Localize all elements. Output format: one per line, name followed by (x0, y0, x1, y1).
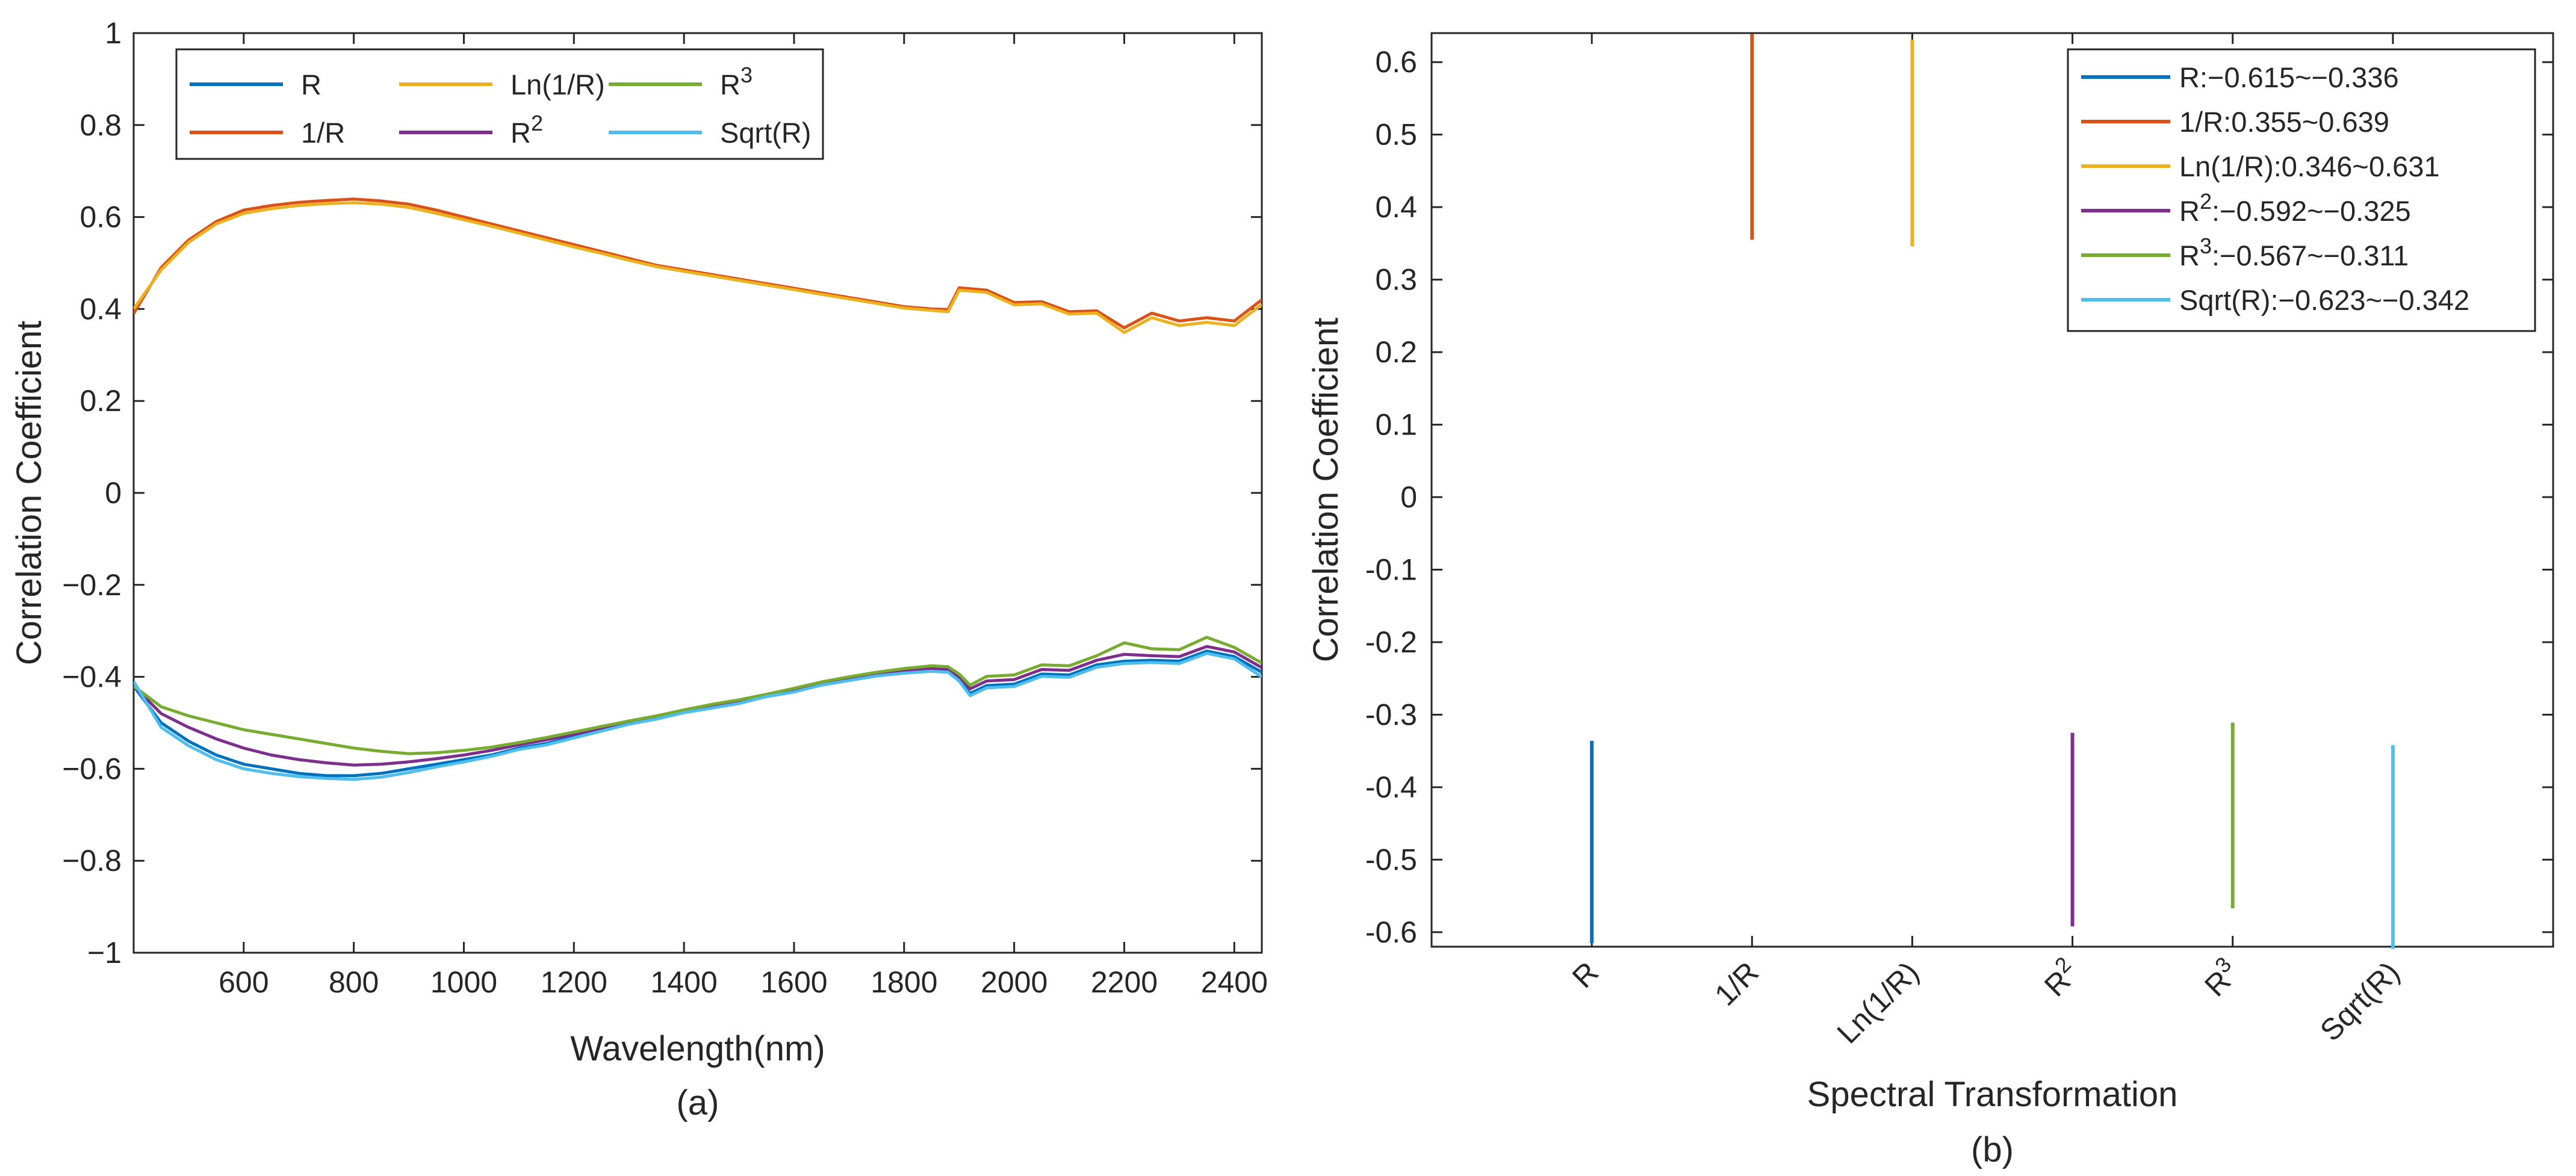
y-tick-label-a: −0.4 (62, 660, 122, 694)
legend-label-a-1-base: 1/R (301, 117, 345, 149)
y-axis-title-a: Correlation Coefficient (10, 321, 49, 666)
x-tick-label-a: 2200 (1091, 965, 1158, 999)
legend-label-b-range: :−0.567~−0.311 (2212, 240, 2409, 271)
legend-label-a-4-sup: 3 (740, 63, 753, 87)
legend-label-b-range: :−0.592~−0.325 (2212, 195, 2411, 227)
series-line-1 (134, 197, 1262, 330)
legend-label-b-base: R (2179, 240, 2200, 271)
x-tick-label-a: 1800 (871, 965, 937, 999)
y-tick-label-b: 0.2 (1375, 335, 1417, 369)
legend-label-a-5: Sqrt(R) (720, 117, 811, 149)
x-axis-title-b: Spectral Transformation (1807, 1075, 2178, 1114)
y-tick-label-a: 1 (105, 16, 122, 50)
legend-label-b-4: R3:−0.567~−0.311 (2179, 234, 2409, 271)
legend-label-b-range: :−0.615~−0.336 (2200, 61, 2399, 93)
series-line-4 (134, 636, 1262, 755)
x-axis-title-a: Wavelength(nm) (570, 1029, 825, 1068)
y-tick-label-b: -0.4 (1365, 770, 1417, 804)
category-label-1: 1/R (1708, 955, 1765, 1012)
x-tick-label-a: 1200 (541, 965, 607, 999)
legend-label-a-3-base: R (511, 117, 531, 149)
legend-label-b-3: R2:−0.592~−0.325 (2179, 189, 2411, 227)
legend-label-b-sup: 3 (2200, 234, 2212, 258)
panel-label-a: (a) (677, 1083, 719, 1122)
category-label-0-base: R (1566, 955, 1605, 994)
legend-label-a-2: Ln(1/R) (511, 69, 605, 101)
category-label-5: Sqrt(R) (2314, 955, 2406, 1048)
x-tick-label-a: 600 (219, 965, 268, 999)
legend-label-b-range: :0.346~0.631 (2274, 150, 2440, 182)
y-tick-label-a: −0.6 (62, 752, 122, 785)
x-tick-label-a: 2000 (981, 965, 1047, 999)
category-label-0: R (1566, 955, 1605, 994)
legend-label-a-5-base: Sqrt(R) (720, 117, 811, 149)
legend-a (175, 48, 824, 160)
legend-label-b-base: 1/R (2179, 106, 2223, 138)
legend-label-b-sup: 2 (2200, 189, 2212, 214)
plot-area-b (1430, 32, 2554, 948)
legend-label-a-0-base: R (301, 69, 321, 101)
y-tick-label-a: 0.6 (79, 200, 122, 234)
legend-label-a-3-sup: 2 (531, 111, 543, 135)
y-tick-label-a: −0.8 (62, 844, 122, 877)
y-tick-label-b: 0.5 (1375, 118, 1417, 152)
legend-label-a-1: 1/R (301, 117, 345, 149)
plot-area-a (132, 32, 1263, 954)
category-label-2: Ln(1/R) (1831, 955, 1925, 1050)
legend-label-b-2: Ln(1/R):0.346~0.631 (2179, 150, 2439, 182)
panel-a: 600 800 1000 1200 1400 1600 1800 2000 2200 2400 −1… (10, 16, 1268, 1122)
x-tick-label-a: 1400 (651, 965, 718, 999)
legend-label-a-2-base: Ln(1/R) (511, 69, 605, 101)
y-tick-label-b: -0.5 (1365, 843, 1417, 876)
legend-label-b-5: Sqrt(R):−0.623~−0.342 (2179, 284, 2469, 316)
panel-b: -0.6 -0.5 -0.4 -0.3 -0.2 -0.1 0 0.1 0.2 0.3 0.4 0.5… (1306, 32, 2554, 1169)
x-tick-label-a: 800 (329, 965, 379, 999)
y-tick-label-b: 0 (1400, 480, 1417, 514)
category-label-5-base: Sqrt(R) (2314, 955, 2406, 1048)
y-tick-label-a: 0.8 (79, 108, 122, 142)
legend-label-b-base: Sqrt(R) (2179, 284, 2270, 316)
y-tick-label-b: 0.6 (1375, 45, 1417, 79)
legend-label-b-base: Ln(1/R) (2179, 150, 2274, 182)
y-tick-label-b: -0.1 (1365, 553, 1417, 587)
y-tick-label-b: -0.6 (1365, 915, 1417, 949)
y-tick-label-b: 0.1 (1375, 408, 1417, 442)
legend-label-b-1: 1/R:0.355~0.639 (2179, 106, 2389, 138)
y-tick-label-a: −0.2 (62, 568, 122, 602)
y-tick-label-b: 0.4 (1375, 190, 1417, 224)
category-label-3: R2 (2034, 952, 2085, 1003)
series-line-2 (134, 201, 1262, 334)
legend-label-b-range: :−0.623~−0.342 (2270, 284, 2469, 316)
legend-label-a-4-base: R (720, 69, 740, 101)
legend-label-b-base: R (2179, 61, 2200, 93)
legend-label-b-range: :0.355~0.639 (2223, 106, 2389, 138)
category-label-4: R3 (2195, 952, 2246, 1003)
panel-label-b: (b) (1971, 1130, 2014, 1169)
x-tick-label-a: 2400 (1201, 965, 1268, 999)
y-axis-title-b: Correlation Coefficient (1306, 318, 1345, 663)
legend-label-a-3: R2 (511, 111, 543, 149)
x-tick-label-a: 1000 (430, 965, 497, 999)
y-tick-label-b: -0.3 (1365, 698, 1417, 731)
y-tick-label-b: -0.2 (1365, 625, 1417, 659)
y-tick-label-a: 0.4 (79, 292, 122, 326)
legend-label-a-4: R3 (720, 63, 753, 101)
legend-b (2067, 48, 2536, 332)
legend-label-a-0: R (301, 69, 321, 101)
legend-label-b-base: R (2179, 195, 2200, 227)
category-label-2-base: Ln(1/R) (1831, 955, 1925, 1050)
series-line-5 (134, 652, 1262, 781)
y-tick-label-a: 0.2 (79, 384, 122, 418)
category-label-1-base: 1/R (1708, 955, 1765, 1012)
y-tick-label-a: 0 (105, 476, 122, 510)
x-tick-label-a: 1600 (760, 965, 827, 999)
y-tick-label-a: −1 (87, 936, 122, 970)
legend-label-b-0: R:−0.615~−0.336 (2179, 61, 2399, 93)
y-tick-label-b: 0.3 (1375, 263, 1417, 297)
